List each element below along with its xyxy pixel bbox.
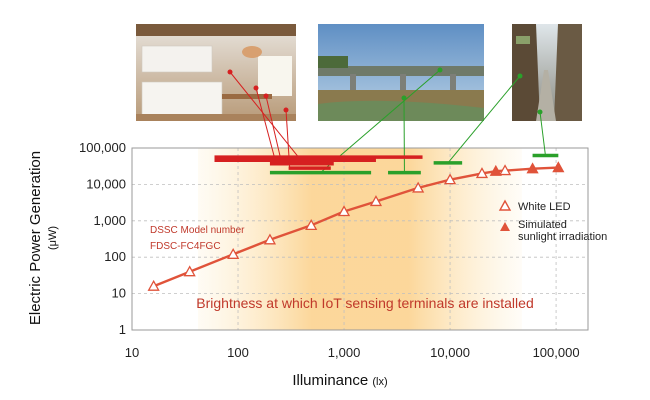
leader-dot-7 — [537, 109, 543, 115]
legend-label-line-1: Simulated — [518, 219, 567, 231]
leader-dot-5 — [401, 95, 407, 101]
white-led-point-4 — [305, 219, 318, 230]
white-led-point-8 — [443, 173, 457, 185]
legend: White LED Simulated sunlight irradiation — [498, 199, 607, 243]
sunlight-point-2 — [552, 161, 565, 173]
leader-dot-4 — [437, 67, 443, 73]
leader-line-2 — [265, 95, 283, 164]
white-led-point-0 — [147, 279, 160, 291]
sunlight-point-1 — [526, 162, 539, 174]
x-tick-label: 100,000 — [533, 345, 580, 360]
legend-label-simulated-sunlight: Simulated sunlight irradiation — [518, 219, 607, 243]
leader-dot-1 — [253, 85, 259, 91]
leader-dot-2 — [263, 93, 269, 99]
leader-dot-0 — [227, 69, 233, 75]
x-axis-title: Illuminance (lx) — [292, 372, 387, 389]
white-led-point-7 — [412, 181, 425, 193]
leader-dot-3 — [283, 107, 289, 113]
leader-dot-6 — [517, 73, 523, 79]
bridge-photo — [318, 24, 484, 121]
x-tick-label: 100 — [227, 345, 249, 360]
white-led-point-2 — [227, 247, 240, 259]
legend-marker-simulated-sunlight — [500, 222, 510, 231]
white-led-point-9 — [475, 167, 489, 179]
leader-line-1 — [255, 87, 276, 161]
y-tick-label: 10,000 — [86, 176, 126, 191]
legend-label-line-2: sunlight irradiation — [518, 231, 607, 243]
legend-marker-white-led — [498, 199, 512, 211]
model-number: FDSC-FC4FGC — [150, 241, 221, 252]
white-led-point-10 — [498, 164, 512, 176]
leader-line-0 — [229, 71, 299, 158]
plot-frame — [131, 147, 589, 331]
y-tick-label: 1,000 — [93, 213, 126, 228]
white-led-point-6 — [369, 195, 383, 207]
white-led-point-3 — [263, 233, 277, 245]
model-label: DSSC Model number — [150, 225, 245, 236]
y-axis-title: Electric Power Generation — [27, 151, 44, 325]
y-tick-label: 1 — [119, 322, 126, 337]
y-tick-label: 100 — [104, 249, 126, 264]
x-axis-unit: (lx) — [372, 376, 387, 388]
installation-band — [198, 148, 522, 330]
leader-line-6 — [447, 75, 521, 164]
y-axis-label: Electric Power Generation — [27, 151, 44, 325]
y-tick-label: 10 — [112, 286, 126, 301]
sunlight-point-0 — [489, 164, 502, 176]
y-axis-unit: (μW) — [47, 226, 59, 250]
x-tick-label: 10 — [125, 345, 139, 360]
legend-label-white-led: White LED — [518, 201, 571, 213]
band-caption: Brightness at which IoT sensing terminal… — [196, 295, 533, 311]
x-tick-label: 1,000 — [328, 345, 361, 360]
white-led-point-5 — [337, 205, 351, 217]
x-tick-label: 10,000 — [430, 345, 470, 360]
alley-photo — [512, 24, 582, 121]
y-tick-label: 100,000 — [79, 140, 126, 155]
x-axis-label: Illuminance — [292, 372, 368, 389]
kitchen-photo — [136, 24, 296, 121]
leader-line-7 — [539, 111, 546, 156]
white-led-point-1 — [183, 265, 196, 277]
